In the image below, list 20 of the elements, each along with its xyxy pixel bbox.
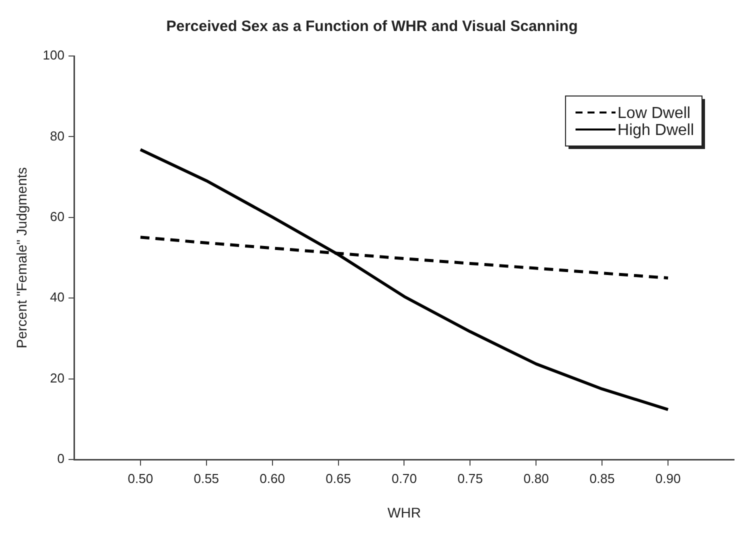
x-tick-label: 0.70 xyxy=(392,470,417,486)
x-tick-label: 0.90 xyxy=(655,470,681,486)
x-tick-label: 0.60 xyxy=(260,470,285,486)
legend-label: High Dwell xyxy=(618,122,694,139)
y-tick-label: 40 xyxy=(50,290,64,305)
y-tick-label: 60 xyxy=(50,209,64,224)
y-tick-label: 80 xyxy=(50,128,64,144)
y-axis-title: Percent "Female" Judgments xyxy=(13,167,30,348)
chart-title: Perceived Sex as a Function of WHR and Visual Scanning xyxy=(166,18,578,36)
x-axis-title: WHR xyxy=(388,504,421,520)
y-tick-label: 20 xyxy=(50,370,64,386)
x-tick-label: 0.55 xyxy=(194,470,220,486)
x-tick-label: 0.65 xyxy=(326,470,351,486)
x-tick-label: 0.80 xyxy=(523,470,549,486)
legend-label: Low Dwell xyxy=(618,104,690,122)
x-tick-label: 0.75 xyxy=(458,470,483,486)
x-tick-label: 0.85 xyxy=(589,470,615,486)
y-tick-label: 0 xyxy=(57,451,64,466)
x-tick-label: 0.50 xyxy=(128,470,154,486)
y-tick-label: 100 xyxy=(42,48,64,63)
